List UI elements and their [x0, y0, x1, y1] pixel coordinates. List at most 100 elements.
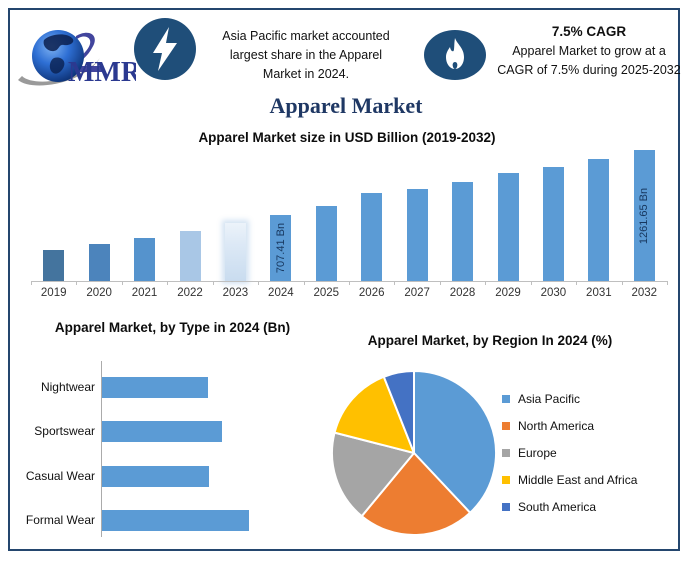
region-pie-chart	[331, 370, 497, 536]
bar-2028	[452, 182, 474, 281]
x-axis-tick	[349, 281, 350, 285]
x-axis-label-2027: 2027	[404, 287, 430, 299]
pie-slice-south-america	[382, 370, 415, 454]
flame-badge	[423, 29, 487, 81]
x-axis-tick	[167, 281, 169, 285]
bar-2021	[134, 238, 156, 281]
x-axis-label-2025: 2025	[313, 287, 340, 299]
type-bar-nightwear	[102, 377, 208, 398]
legend-item-middle-east-and-africa: Middle East and Africa	[502, 466, 637, 493]
x-axis-label-2032: 2032	[631, 287, 658, 299]
bar-2027	[406, 189, 428, 281]
x-axis-tick	[76, 281, 78, 285]
left-highlight-text: Asia Pacific market accounted largest sh…	[200, 27, 412, 83]
x-axis-tick	[530, 281, 532, 285]
legend-swatch	[502, 448, 510, 457]
legend-swatch	[502, 394, 510, 403]
x-axis-label-2026: 2026	[358, 287, 385, 299]
x-axis-label-2023: 2023	[222, 287, 249, 299]
pie-slice-north-america	[360, 452, 472, 536]
x-axis-label-2019: 2019	[40, 287, 67, 299]
x-axis-tick	[576, 281, 578, 285]
x-axis-tick	[485, 281, 487, 285]
bar-value-label: 1261.65 Bn	[638, 187, 651, 244]
main-bar-chart: 2019 2020 2021 2022 2023 707.41 Bn 2024 2025 202…	[31, 150, 668, 299]
type-label-nightwear: Nightwear	[40, 380, 95, 394]
type-chart-title: Apparel Market, by Type in 2024 (Bn)	[54, 320, 291, 335]
bar-2030	[542, 167, 564, 281]
type-bar-chart: Nightwear Sportswear Casual Wear Formal Wea…	[0, 0, 340, 563]
legend-swatch	[502, 421, 510, 430]
page-title: Apparel Market	[269, 93, 423, 118]
x-axis-tick	[212, 281, 214, 285]
x-axis-tick	[121, 281, 123, 285]
mmr-logo: MMR	[14, 18, 142, 88]
legend-swatch	[502, 502, 510, 511]
pie-chart-title: Apparel Market, by Region In 2024 (%)	[367, 333, 613, 348]
x-axis-label-2020: 2020	[86, 287, 112, 299]
pie-slice-europe	[331, 431, 415, 518]
legend-label: North America	[518, 418, 595, 433]
bar-2020	[88, 244, 110, 281]
x-axis-tick	[303, 281, 305, 285]
x-axis-label-2028: 2028	[449, 287, 476, 299]
globe-continent-north	[43, 34, 74, 52]
lightning-badge	[133, 17, 197, 81]
bar-2019	[43, 250, 65, 281]
x-axis-label-2022: 2022	[177, 287, 203, 299]
bar-2022	[179, 231, 201, 281]
pie-slice-middle-east-and-africa	[333, 375, 415, 454]
globe-logo-graphic: MMR	[18, 30, 142, 88]
globe-continent-south	[49, 57, 65, 74]
bar-2031	[588, 159, 610, 281]
type-bar-sportswear	[102, 421, 222, 442]
x-axis-label-2021: 2021	[131, 287, 158, 299]
bar-2032: 1261.65 Bn	[633, 150, 655, 281]
legend-label: South America	[518, 499, 597, 514]
legend-label: Asia Pacific	[518, 391, 581, 406]
bar-2023	[224, 223, 246, 281]
cagr-title: 7.5% CAGR	[551, 24, 627, 39]
right-highlight-text: 7.5% CAGR Apparel Market to grow at a CA…	[495, 24, 683, 80]
legend-item-south-america: South America	[502, 493, 596, 520]
type-label-sportswear: Sportswear	[34, 424, 95, 438]
logo-text: MMR	[68, 57, 136, 88]
flame-icon	[424, 30, 486, 80]
x-axis-tick	[667, 281, 668, 285]
left-highlight-line3: Market in 2024.	[262, 66, 350, 81]
cagr-line1: Apparel Market to grow at a	[512, 44, 666, 58]
logo-2-swoosh	[66, 32, 102, 72]
x-axis-label-2030: 2030	[540, 287, 567, 299]
bar-2029	[497, 173, 519, 281]
main-chart-x-axis	[31, 281, 667, 282]
type-bar-casual-wear	[102, 466, 209, 487]
legend-item-north-america: North America	[502, 412, 594, 439]
type-label-formal-wear: Formal Wear	[25, 513, 95, 527]
x-axis-tick	[258, 281, 260, 285]
legend-label: Middle East and Africa	[518, 472, 638, 487]
x-axis-label-2029: 2029	[495, 287, 521, 299]
type-label-casual-wear: Casual Wear	[25, 469, 95, 483]
legend-item-europe: Europe	[502, 439, 557, 466]
main-chart-title: Apparel Market size in USD Billion (2019…	[198, 130, 496, 145]
x-axis-tick	[439, 281, 441, 285]
x-axis-label-2024: 2024	[268, 287, 294, 299]
x-axis-tick	[621, 281, 623, 285]
type-chart-y-axis	[101, 361, 102, 537]
legend-swatch	[502, 475, 510, 484]
left-highlight-line2: largest share in the Apparel	[229, 47, 383, 62]
type-bar-formal-wear	[102, 510, 249, 531]
x-axis-label-2031: 2031	[586, 287, 612, 299]
cagr-line2: CAGR of 7.5% during 2025-2032	[497, 62, 681, 77]
bar-2025	[315, 206, 337, 281]
left-highlight-line1: Asia Pacific market accounted	[222, 29, 390, 43]
x-axis-tick	[31, 281, 32, 285]
lightning-icon	[134, 18, 196, 80]
legend-item-asia-pacific: Asia Pacific	[502, 385, 580, 412]
x-axis-tick	[394, 281, 396, 285]
bar-2024: 707.41 Bn	[270, 215, 292, 281]
pie-slice-asia-pacific	[413, 370, 497, 514]
bar-2026	[361, 193, 383, 281]
legend-label: Europe	[518, 445, 557, 460]
